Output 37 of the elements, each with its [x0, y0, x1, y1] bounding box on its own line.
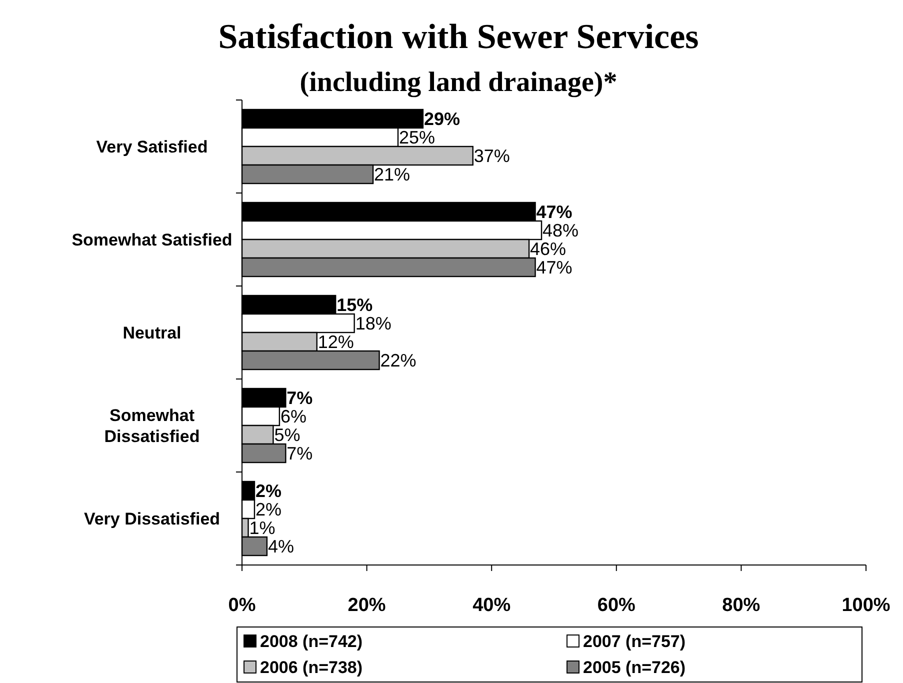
- x-tick-label: 0%: [228, 595, 256, 616]
- x-tick-label: 60%: [597, 595, 636, 616]
- data-label: 22%: [380, 350, 416, 370]
- data-label: 46%: [530, 238, 566, 259]
- data-label: 4%: [268, 536, 294, 556]
- data-label: 6%: [280, 406, 306, 426]
- data-label: 12%: [318, 332, 354, 352]
- y-tick-label: Very Dissatisfied: [84, 510, 220, 528]
- data-label: 37%: [474, 146, 510, 166]
- x-tick-label: 100%: [842, 595, 890, 616]
- data-label: 47%: [536, 202, 572, 222]
- data-label: 7%: [286, 388, 313, 408]
- legend-label: 2007 (n=757): [583, 632, 686, 651]
- data-label: 5%: [274, 424, 300, 445]
- x-tick-label: 80%: [722, 595, 760, 616]
- y-tick-label: Neutral: [122, 324, 182, 342]
- data-label: 25%: [399, 127, 436, 148]
- data-label: 21%: [374, 164, 410, 184]
- chart-subtitle: (including land drainage)*: [300, 67, 618, 98]
- y-tick-label: Very Satisfied: [96, 138, 208, 156]
- x-tick-label: 40%: [472, 595, 511, 616]
- y-tick-label: Somewhat Satisfied: [72, 230, 232, 250]
- data-label: 1%: [249, 518, 276, 538]
- legend-label: 2005 (n=726): [583, 658, 686, 677]
- data-label: 2%: [255, 480, 282, 501]
- data-label: 15%: [336, 294, 373, 315]
- chart-title: Satisfaction with Sewer Services: [218, 17, 699, 56]
- data-label: 47%: [536, 257, 572, 278]
- data-label: 7%: [286, 443, 313, 464]
- x-tick-label: 20%: [348, 595, 386, 616]
- data-label: 48%: [542, 220, 579, 240]
- y-tick-label: Somewhat Dissatisfied: [104, 406, 200, 446]
- data-label: 29%: [424, 108, 460, 129]
- legend-label: 2006 (n=738): [260, 658, 363, 677]
- legend-label: 2008 (n=742): [260, 632, 363, 651]
- data-label: 18%: [355, 313, 392, 334]
- data-label: 2%: [255, 499, 282, 520]
